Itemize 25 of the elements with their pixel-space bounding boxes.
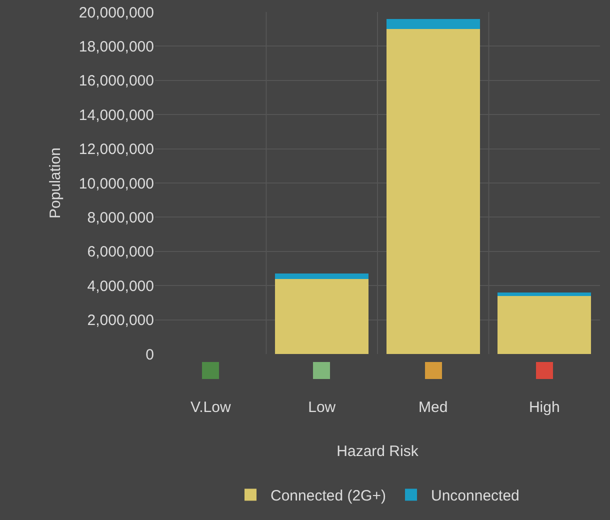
y-tick-label: 4,000,000: [87, 278, 154, 295]
y-tick-label: 8,000,000: [87, 209, 154, 226]
y-tick-label: 14,000,000: [78, 106, 154, 124]
bar: [498, 292, 592, 296]
x-tick-label: V.Low: [190, 399, 231, 416]
legend-label: Unconnected: [430, 488, 520, 505]
y-tick-label: 0: [146, 346, 154, 364]
x-tick-label: High: [528, 399, 560, 416]
y-tick-label: 6,000,000: [87, 244, 154, 261]
x-axis-title: Hazard Risk: [336, 443, 419, 460]
bar: [386, 29, 480, 354]
legend-label: Connected (2G+): [270, 488, 386, 505]
y-tick-label: 20,000,000: [78, 4, 154, 22]
y-tick-label: 16,000,000: [78, 72, 154, 90]
bar: [386, 18, 480, 30]
x-tick-label: Low: [308, 399, 336, 416]
y-tick-label: 18,000,000: [78, 38, 154, 56]
bar: [275, 278, 369, 354]
y-tick-label: 10,000,000: [78, 175, 154, 192]
y-axis-title: Population: [47, 148, 64, 218]
y-tick-label: 2,000,000: [87, 312, 154, 330]
bar: [498, 296, 592, 354]
y-tick-label: 12,000,000: [78, 141, 154, 158]
bar: [275, 274, 369, 279]
x-tick-label: Med: [418, 399, 448, 416]
